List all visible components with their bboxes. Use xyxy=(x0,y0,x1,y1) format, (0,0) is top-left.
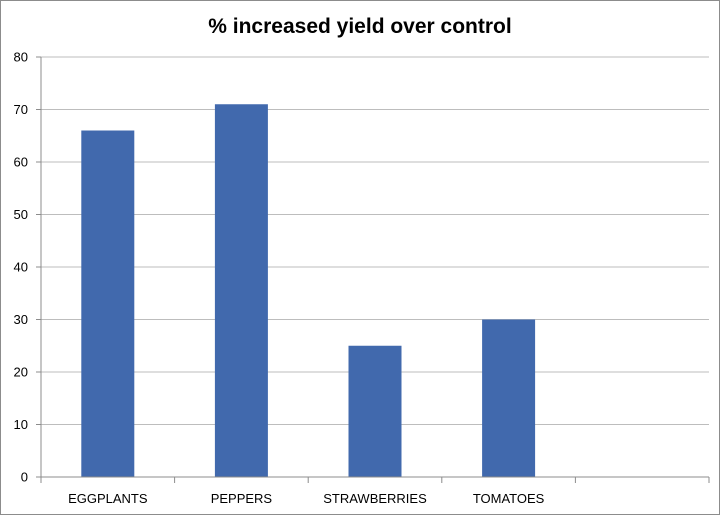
bar-strawberries xyxy=(348,345,402,477)
y-tick-label-0: 0 xyxy=(21,470,28,485)
y-tick-label-40: 40 xyxy=(14,260,28,275)
y-tick-label-10: 10 xyxy=(14,417,28,432)
y-tick-labels: 0 10 20 30 40 50 60 70 80 xyxy=(14,50,28,485)
x-tick-labels: EGGPLANTS PEPPERS STRAWBERRIES TOMATOES xyxy=(68,491,545,506)
chart-title: % increased yield over control xyxy=(208,15,511,38)
x-tick-label-eggplants: EGGPLANTS xyxy=(68,491,148,506)
x-tick-label-strawberries: STRAWBERRIES xyxy=(323,491,427,506)
axes xyxy=(36,56,710,483)
y-tick-label-20: 20 xyxy=(14,365,28,380)
y-tick-label-50: 50 xyxy=(14,207,28,222)
bar-peppers xyxy=(214,104,268,477)
grid-lines xyxy=(41,56,709,425)
x-tick-label-tomatoes: TOMATOES xyxy=(473,491,545,506)
y-tick-label-30: 30 xyxy=(14,312,28,327)
x-tick-label-peppers: PEPPERS xyxy=(211,491,273,506)
bar-eggplants xyxy=(81,130,135,477)
y-tick-label-60: 60 xyxy=(14,155,28,170)
y-tick-label-80: 80 xyxy=(14,50,28,65)
y-tick-label-70: 70 xyxy=(14,102,28,117)
bar-tomatoes xyxy=(482,319,536,477)
bars xyxy=(81,104,536,477)
